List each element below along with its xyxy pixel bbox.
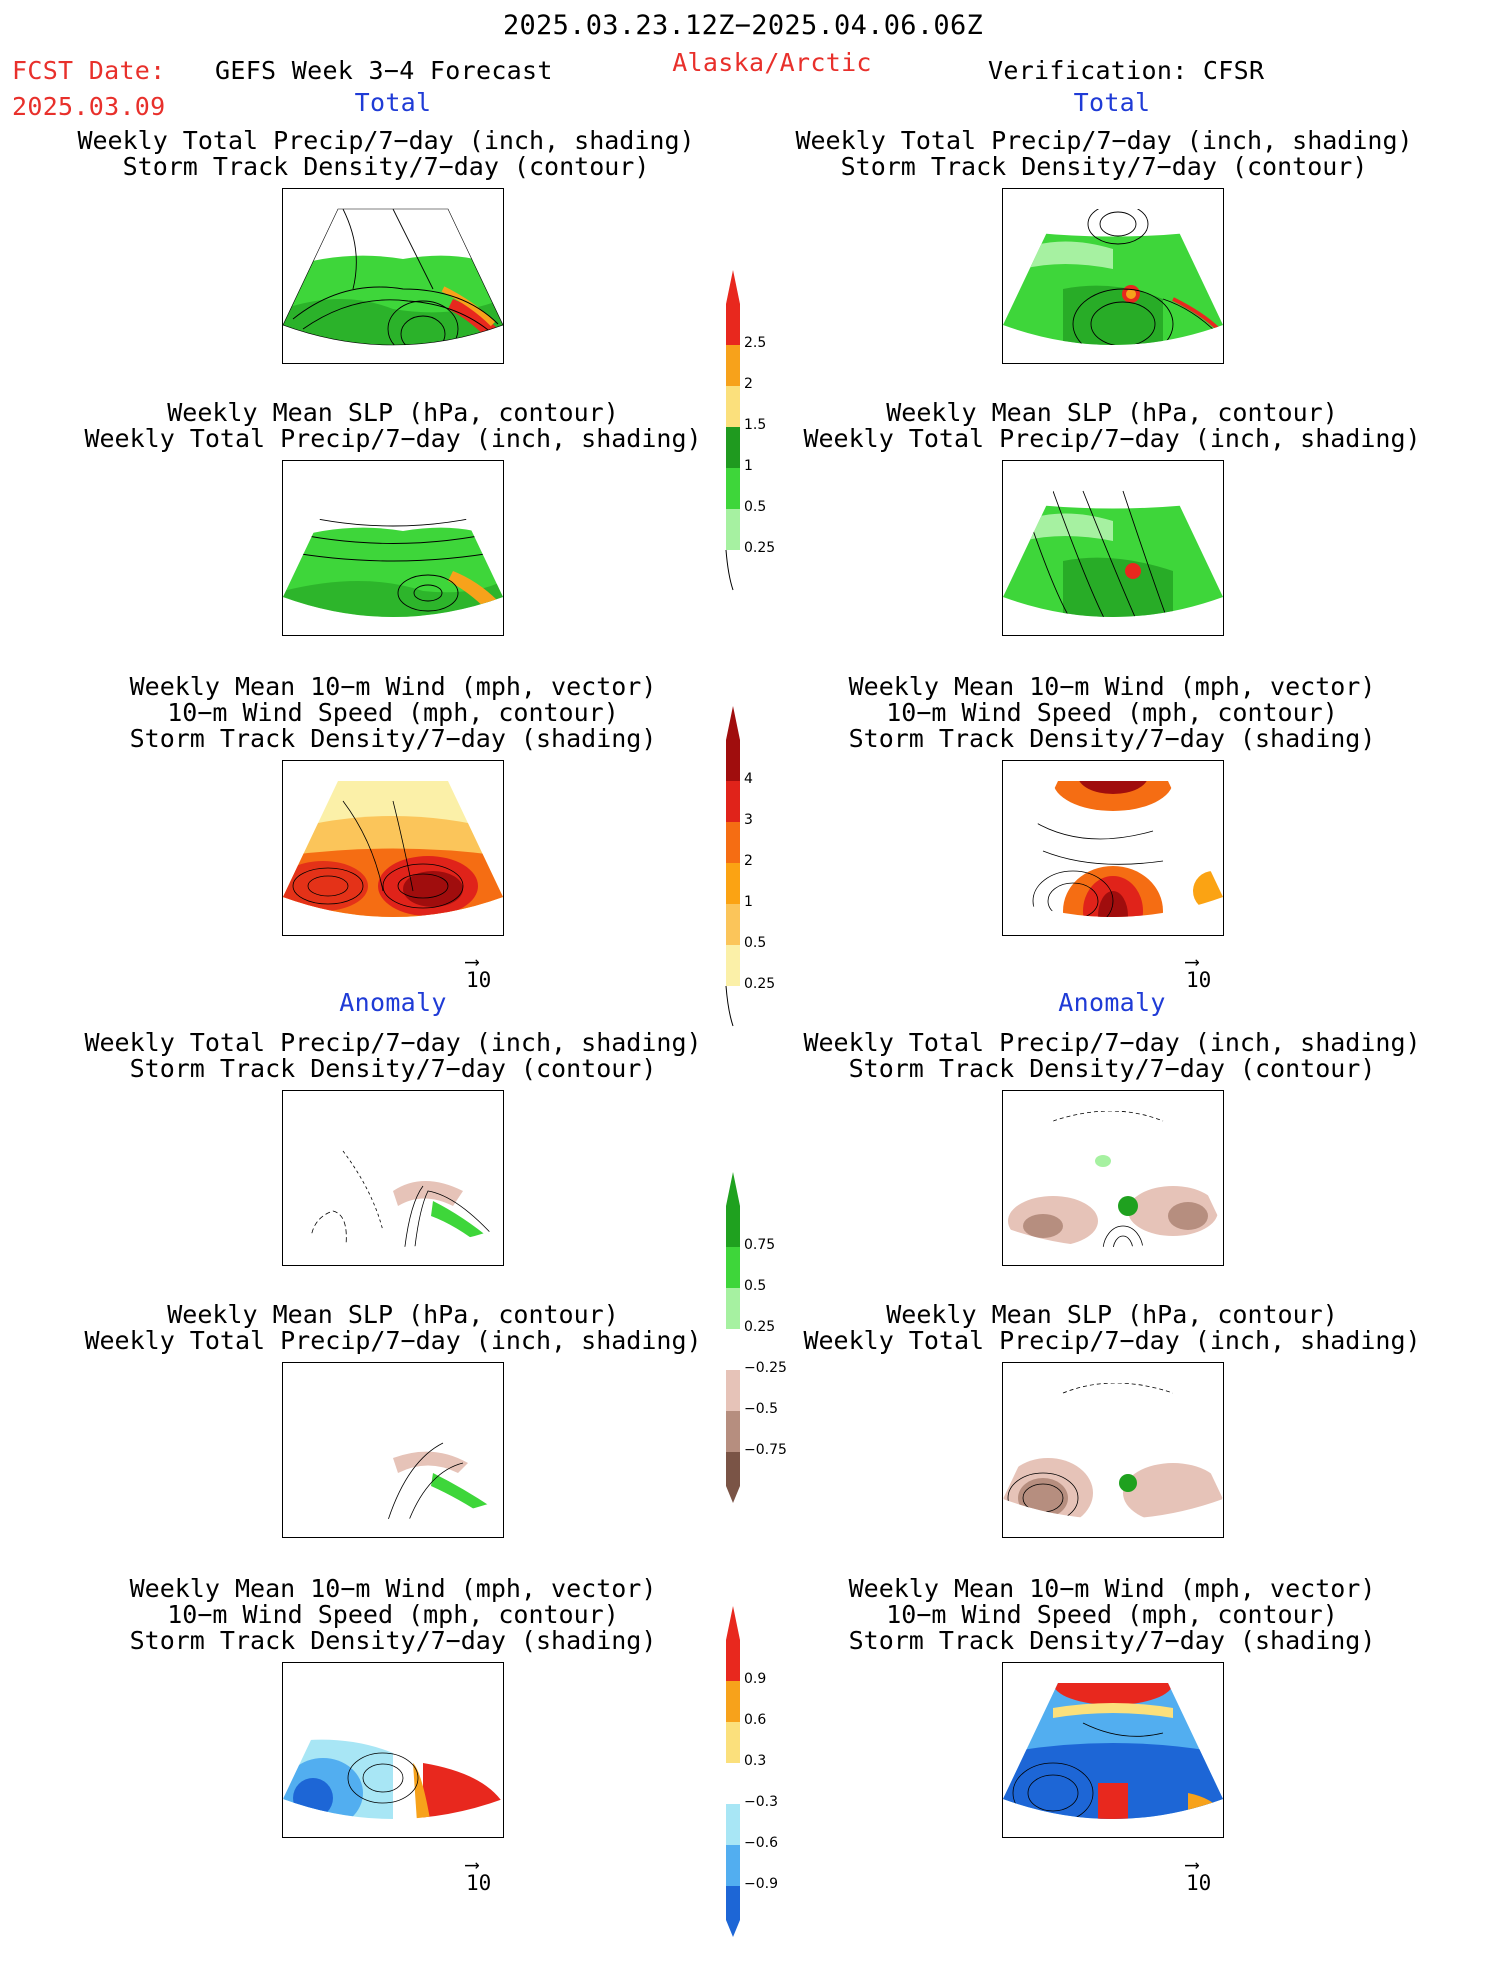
title-total-precip-left: Weekly Total Precip/7−day (inch, shading… (77, 126, 695, 181)
colorbar-swatch (726, 509, 740, 550)
vector-ref-anom-left: ⟶ 10 (466, 1852, 492, 1895)
colorbar-precip-total: 2.5 2 1.5 1 0.5 0.25 (722, 270, 775, 591)
map-total-slp-left (282, 460, 504, 636)
map-anom-slp-right (1002, 1362, 1224, 1538)
colorbar-swatch (726, 386, 740, 427)
colorbar-tick-label: 0.25 (744, 540, 776, 556)
colorbar-tick-label: 1.5 (744, 417, 767, 433)
colorbar-tick-label: −0.5 (744, 1401, 778, 1417)
colorbar-tick-label: 1 (744, 894, 753, 910)
vector-ref-total-left: ⟶ 10 (466, 949, 492, 992)
colorbar-tail (725, 985, 734, 1027)
title-anom-wind-left: Weekly Mean 10−m Wind (mph, vector) 10−m … (129, 1574, 657, 1655)
title-anom-wind-right: Weekly Mean 10−m Wind (mph, vector) 10−m … (848, 1574, 1376, 1655)
colorbar-swatch (726, 706, 740, 781)
colorbar-tick-label: 0.6 (744, 1712, 767, 1728)
vector-ref-total-right: ⟶ 10 (1186, 949, 1212, 992)
colorbar-swatch (726, 1329, 740, 1370)
map-anom-precip-left (282, 1090, 504, 1266)
verification-label: Verification: CFSR (988, 56, 1265, 85)
colorbar-tick-label: 0.3 (744, 1753, 767, 1769)
map-total-slp-right (1002, 460, 1224, 636)
title-total-precip-right: Weekly Total Precip/7−day (inch, shading… (795, 126, 1413, 181)
colorbar-swatch (726, 945, 740, 986)
colorbar-storm-total: 4 3 2 1 0.5 0.25 (722, 706, 775, 1027)
vector-ref-anom-right: ⟶ 10 (1186, 1852, 1212, 1895)
map-total-wind-right (1002, 760, 1224, 936)
colorbar-tick-label: −0.25 (744, 1360, 787, 1376)
colorbar-swatch (726, 345, 740, 386)
colorbar-swatch (726, 427, 740, 468)
title-anom-slp-left: Weekly Mean SLP (hPa, contour) Weekly Tot… (84, 1300, 702, 1355)
colorbar-swatch (726, 863, 740, 904)
region-label: Alaska/Arctic (672, 48, 872, 77)
title-total-slp-right: Weekly Mean SLP (hPa, contour) Weekly Tot… (803, 398, 1421, 453)
fcst-date-label: FCST Date: (12, 56, 166, 85)
title-total-slp-left: Weekly Mean SLP (hPa, contour) Weekly Tot… (84, 398, 702, 453)
colorbar-swatch (726, 781, 740, 822)
colorbar-swatch (726, 1172, 740, 1247)
colorbar-tick-label: 3 (744, 812, 753, 828)
colorbar-tick-label: −0.3 (744, 1794, 778, 1810)
title-anom-precip-left: Weekly Total Precip/7−day (inch, shading… (84, 1028, 702, 1083)
map-total-precip-left (282, 188, 504, 364)
colorbar-tick-label: 2 (744, 853, 753, 869)
section-total-left: Total (354, 88, 432, 117)
map-anom-wind-left (282, 1662, 504, 1838)
title-total-wind-right: Weekly Mean 10−m Wind (mph, vector) 10−m … (848, 672, 1376, 753)
colorbar-swatch (726, 1886, 740, 1937)
colorbar-swatch (726, 1763, 740, 1804)
colorbar-swatch (726, 904, 740, 945)
colorbar-precip-anom: 0.75 0.5 0.25 −0.25 −0.5 −0.75 (722, 1172, 787, 1527)
colorbar-swatch (726, 1845, 740, 1886)
title-anom-slp-right: Weekly Mean SLP (hPa, contour) Weekly Tot… (803, 1300, 1421, 1355)
colorbar-tick-label: 0.5 (744, 499, 767, 515)
map-total-wind-left (282, 760, 504, 936)
colorbar-tick-label: 0.5 (744, 1278, 767, 1294)
map-anom-precip-right (1002, 1090, 1224, 1266)
colorbar-swatch (726, 1370, 740, 1411)
colorbar-swatch (726, 822, 740, 863)
colorbar-tick-label: 2.5 (744, 335, 767, 351)
colorbar-swatch (726, 468, 740, 509)
colorbar-tail (725, 549, 734, 591)
fcst-date: 2025.03.09 (12, 92, 166, 121)
colorbar-storm-anom: 0.9 0.6 0.3 −0.3 −0.6 −0.9 (722, 1606, 778, 1961)
map-anom-slp-left (282, 1362, 504, 1538)
colorbar-tick-label: 0.25 (744, 1319, 776, 1335)
colorbar-swatch (726, 270, 740, 345)
section-total-right: Total (1073, 88, 1151, 117)
title-anom-precip-right: Weekly Total Precip/7−day (inch, shading… (803, 1028, 1421, 1083)
colorbar-tick-label: 0.75 (744, 1237, 776, 1253)
section-anomaly-right: Anomaly (1058, 988, 1166, 1017)
forecast-title: GEFS Week 3−4 Forecast (215, 56, 553, 85)
colorbar-swatch (726, 1681, 740, 1722)
colorbar-swatch (726, 1288, 740, 1329)
colorbar-swatch (726, 1606, 740, 1681)
date-range: 2025.03.23.12Z−2025.04.06.06Z (502, 10, 984, 41)
colorbar-tick-label: 0.9 (744, 1671, 767, 1687)
colorbar-tick-label: −0.6 (744, 1835, 778, 1851)
colorbar-swatch (726, 1804, 740, 1845)
colorbar-tick-label: −0.9 (744, 1876, 778, 1892)
colorbar-swatch (726, 1411, 740, 1452)
colorbar-swatch (726, 1247, 740, 1288)
map-anom-wind-right (1002, 1662, 1224, 1838)
colorbar-tick-label: 4 (744, 771, 753, 787)
colorbar-swatch (726, 1452, 740, 1503)
colorbar-swatch (726, 1722, 740, 1763)
colorbar-tick-label: 0.5 (744, 935, 767, 951)
map-total-precip-right (1002, 188, 1224, 364)
title-total-wind-left: Weekly Mean 10−m Wind (mph, vector) 10−m … (129, 672, 657, 753)
colorbar-tick-label: −0.75 (744, 1442, 787, 1458)
colorbar-tick-label: 1 (744, 458, 753, 474)
colorbar-tick-label: 2 (744, 376, 753, 392)
colorbar-tick-label: 0.25 (744, 976, 776, 992)
section-anomaly-left: Anomaly (339, 988, 447, 1017)
